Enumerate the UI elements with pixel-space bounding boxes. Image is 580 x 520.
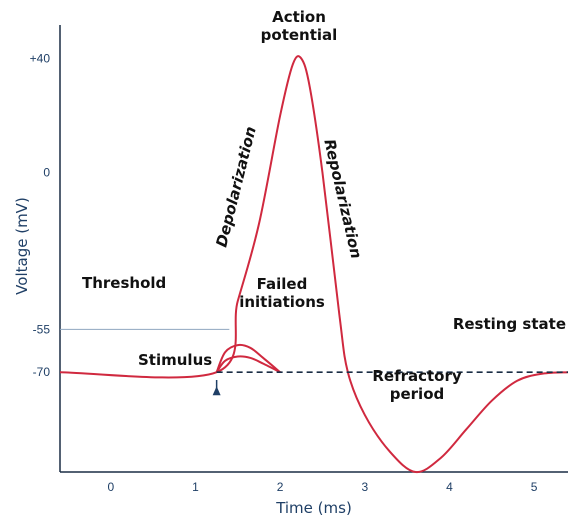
annotation-refractory-line1: Refractory (372, 367, 462, 385)
annotation-repolarization: Repolarization (320, 137, 365, 260)
y-tick-label: -55 (33, 322, 51, 336)
annotation-refractory-line2: period (390, 385, 445, 403)
stimulus-arrow-icon (212, 380, 221, 396)
annotation-depolarization: Depolarization (212, 125, 259, 249)
x-axis-title: Time (ms) (275, 499, 352, 517)
series-action-potential (59, 55, 569, 474)
annotation-threshold: Threshold (82, 274, 166, 292)
annotation-failed-line1: Failed (257, 275, 308, 293)
y-tick-label: -70 (33, 365, 51, 379)
y-tick-label: 0 (43, 166, 50, 180)
x-tick-label: 2 (277, 480, 284, 494)
y-axis-title: Voltage (mV) (13, 197, 31, 295)
series-failed-initiation-2 (215, 355, 281, 374)
x-tick-label: 4 (446, 480, 453, 494)
annotation-resting-state: Resting state (453, 315, 566, 333)
annotation-action-potential-line1: Action (272, 8, 326, 26)
x-tick-label: 5 (531, 480, 538, 494)
series-failed-initiation-1 (215, 343, 281, 373)
ticks-layer: 0 1 2 3 4 5 +40 0 -55 -70 (30, 52, 538, 494)
series-layer (59, 55, 569, 474)
y-tick-label: +40 (30, 52, 51, 66)
annotation-failed-line2: initiations (239, 293, 325, 311)
x-tick-label: 1 (192, 480, 199, 494)
x-tick-label: 0 (107, 480, 114, 494)
annotation-action-potential-line2: potential (261, 26, 338, 44)
x-tick-label: 3 (361, 480, 368, 494)
annotation-stimulus: Stimulus (138, 351, 212, 369)
